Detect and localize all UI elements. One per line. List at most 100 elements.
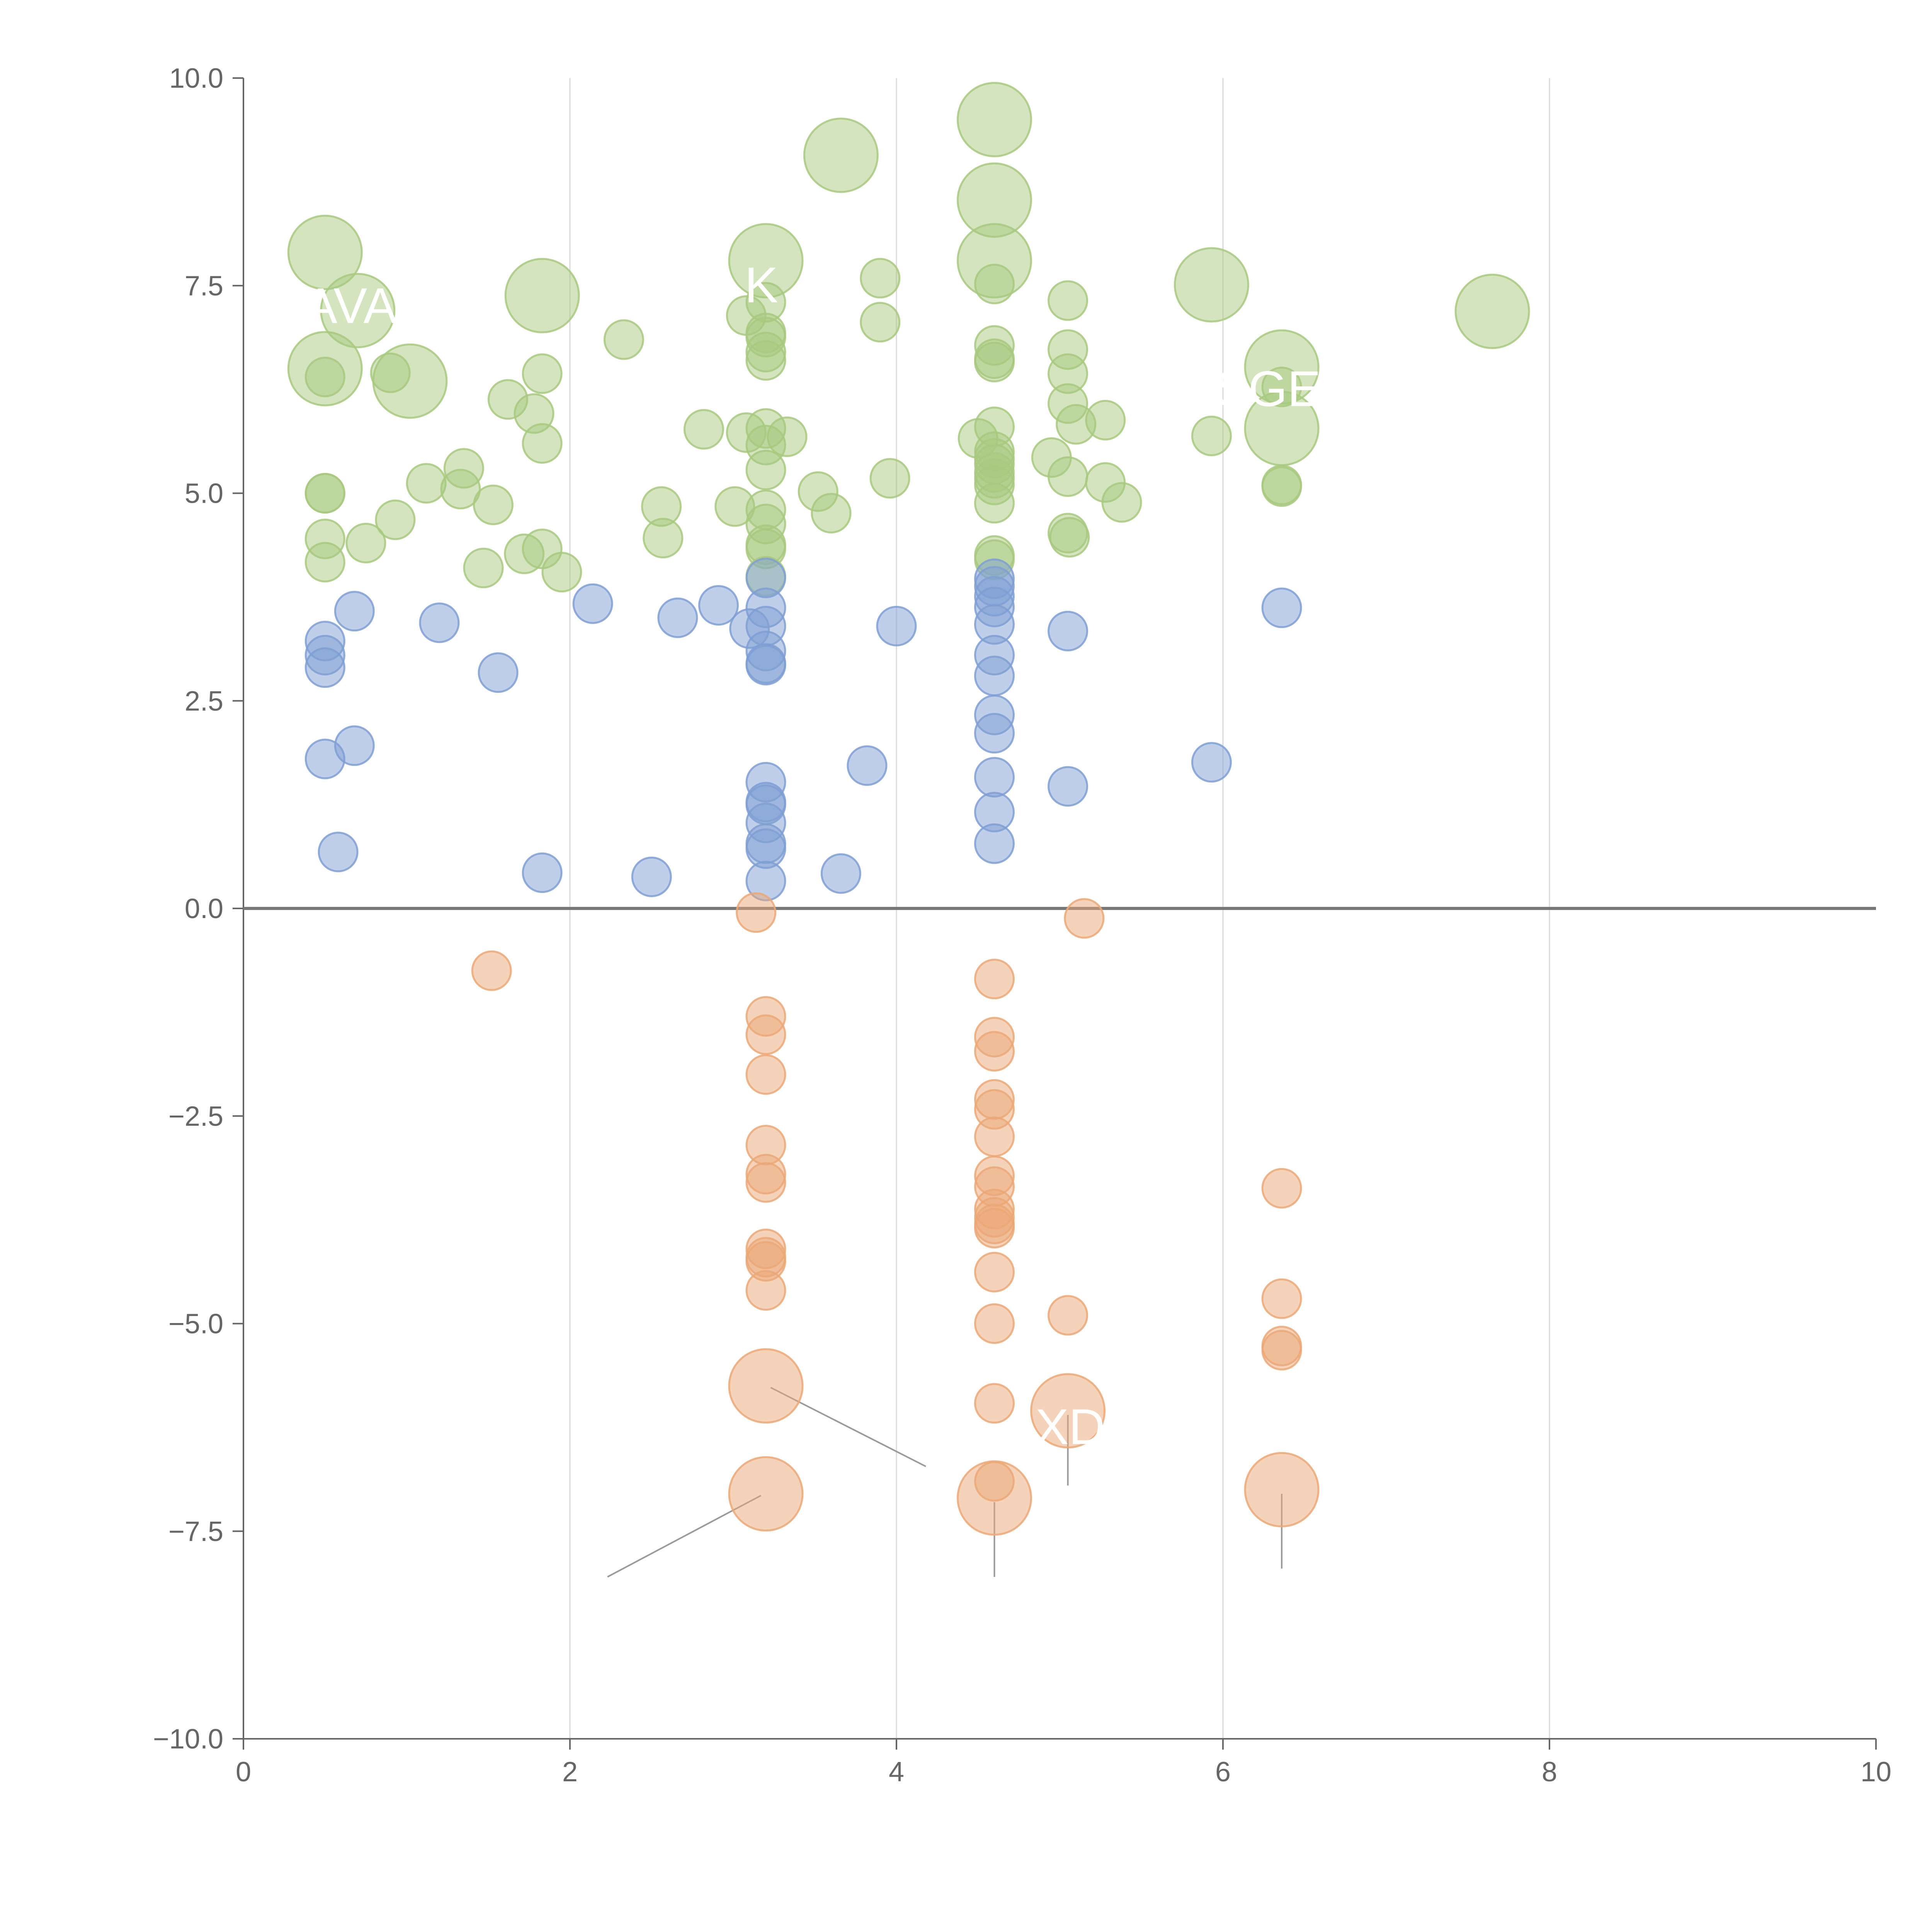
green-point bbox=[643, 518, 684, 559]
annotation-label: SGE bbox=[1215, 361, 1321, 417]
blue-point bbox=[334, 591, 375, 632]
green-point bbox=[860, 302, 901, 343]
green-point bbox=[1191, 415, 1232, 456]
y-tick-label: −10.0 bbox=[153, 1724, 223, 1755]
x-tick-label: 10 bbox=[1861, 1757, 1891, 1787]
x-tick-label: 0 bbox=[236, 1757, 251, 1787]
green-point bbox=[683, 409, 724, 450]
blue-point bbox=[1048, 611, 1088, 651]
blue-point bbox=[974, 757, 1015, 798]
blue-point bbox=[974, 823, 1015, 864]
orange-large-point bbox=[1244, 1452, 1320, 1527]
blue-point bbox=[1048, 766, 1088, 807]
blue-point bbox=[876, 605, 917, 646]
blue-point bbox=[974, 655, 1015, 696]
green-point bbox=[974, 264, 1015, 304]
green-point bbox=[811, 493, 852, 534]
y-tick-label: −2.5 bbox=[168, 1101, 223, 1132]
y-tick-label: 10.0 bbox=[169, 63, 223, 94]
green-point bbox=[974, 342, 1015, 383]
blue-point bbox=[847, 745, 888, 786]
blue-point bbox=[974, 713, 1015, 754]
blue-point bbox=[304, 647, 345, 688]
green-large-point bbox=[504, 258, 580, 333]
blue-point bbox=[334, 725, 375, 766]
green-point bbox=[304, 542, 345, 583]
green-point bbox=[767, 416, 808, 457]
data-points bbox=[287, 82, 1530, 1536]
orange-point bbox=[974, 1252, 1015, 1293]
orange-point bbox=[736, 892, 777, 933]
annotation-label: AVA bbox=[304, 277, 397, 334]
blue-point bbox=[522, 852, 563, 893]
blue-point bbox=[657, 597, 698, 638]
orange-point bbox=[745, 1162, 786, 1203]
green-point bbox=[345, 522, 386, 563]
orange-large-point bbox=[728, 1456, 804, 1532]
green-point bbox=[370, 352, 411, 393]
green-point bbox=[745, 449, 786, 490]
green-point bbox=[1101, 482, 1142, 523]
orange-point bbox=[1261, 1168, 1302, 1209]
orange-point bbox=[974, 1208, 1015, 1248]
orange-point bbox=[1064, 898, 1105, 939]
y-tick-label: −5.0 bbox=[168, 1309, 223, 1340]
blue-point bbox=[419, 602, 460, 643]
green-large-point bbox=[957, 82, 1032, 157]
green-point bbox=[1048, 280, 1088, 321]
blue-point bbox=[1191, 742, 1232, 783]
orange-point bbox=[745, 1014, 786, 1055]
x-tick-label: 2 bbox=[562, 1757, 578, 1787]
green-point bbox=[1261, 466, 1302, 507]
green-large-point bbox=[320, 273, 396, 349]
green-point bbox=[1048, 456, 1088, 497]
green-point bbox=[406, 463, 447, 504]
annotations: AVA K R SGE XD bbox=[304, 211, 1321, 1455]
y-tick-label: 0.0 bbox=[185, 893, 223, 924]
blue-point bbox=[1261, 587, 1302, 628]
x-tick-label: 6 bbox=[1215, 1757, 1231, 1787]
green-point bbox=[869, 458, 910, 499]
blue-point bbox=[745, 645, 786, 685]
blue-series bbox=[304, 558, 1302, 901]
x-tick-label: 4 bbox=[889, 1757, 904, 1787]
green-point bbox=[375, 499, 416, 540]
annotation-label: R bbox=[921, 211, 957, 267]
green-point bbox=[541, 552, 582, 593]
blue-point bbox=[631, 856, 672, 897]
green-large-point bbox=[803, 117, 879, 193]
blue-point bbox=[698, 585, 739, 626]
green-large-point bbox=[287, 214, 363, 290]
green-point bbox=[463, 548, 504, 588]
annotation-label: K bbox=[745, 257, 778, 313]
blue-point bbox=[318, 832, 359, 872]
orange-point bbox=[471, 950, 512, 991]
x-tick-label: 8 bbox=[1542, 1757, 1557, 1787]
axes bbox=[233, 77, 1877, 1750]
orange-point bbox=[1261, 1278, 1302, 1319]
green-point bbox=[745, 340, 786, 381]
orange-point bbox=[974, 1116, 1015, 1157]
orange-point bbox=[974, 1031, 1015, 1072]
tick-labels: 0 2 4 6 8 10 −10.0 −7.5 −5.0 −2.5 0.0 2.5 5.0 7.5 10.0 bbox=[153, 63, 1891, 1787]
green-point bbox=[1049, 517, 1090, 558]
orange-series bbox=[471, 892, 1320, 1536]
orange-point bbox=[974, 1303, 1015, 1344]
y-tick-label: 2.5 bbox=[185, 686, 223, 717]
green-series bbox=[287, 82, 1530, 597]
green-point bbox=[443, 448, 484, 489]
orange-large-point bbox=[1030, 1373, 1106, 1449]
blue-point bbox=[478, 652, 519, 693]
y-tick-label: 7.5 bbox=[185, 270, 223, 301]
green-point bbox=[974, 483, 1015, 524]
green-point bbox=[304, 357, 345, 398]
annotation-label: XD bbox=[1035, 1398, 1105, 1455]
green-point bbox=[1085, 400, 1126, 440]
orange-point bbox=[974, 1461, 1015, 1502]
y-tick-label: −7.5 bbox=[168, 1516, 223, 1547]
green-large-point bbox=[1173, 247, 1249, 323]
orange-point bbox=[745, 1270, 786, 1311]
orange-point bbox=[745, 1054, 786, 1095]
orange-large-point bbox=[728, 1348, 804, 1424]
